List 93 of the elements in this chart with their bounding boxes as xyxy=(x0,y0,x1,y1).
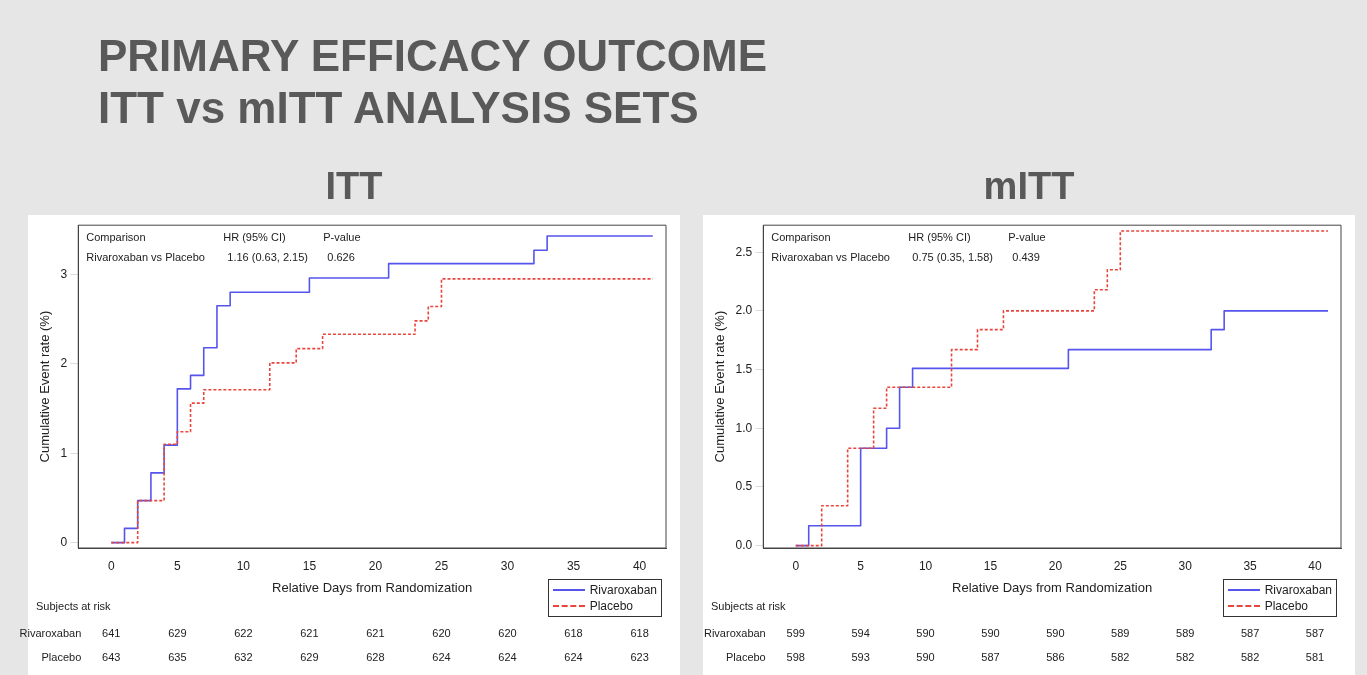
text: Subjects at risk xyxy=(36,600,111,612)
annotation: Comparison xyxy=(771,231,831,244)
x-tick-label: 0 xyxy=(107,558,115,573)
text: 624 xyxy=(563,651,584,663)
x-tick-label: 40 xyxy=(632,558,647,573)
annotation: 0.75 (0.35, 1.58) xyxy=(912,251,994,264)
text: 624 xyxy=(431,651,452,663)
text: 586 xyxy=(1045,651,1066,663)
text: Placebo xyxy=(41,651,82,663)
text: 590 xyxy=(980,627,1001,639)
legend-label: Placebo xyxy=(589,599,633,613)
text: 628 xyxy=(365,651,386,663)
text: Rivaroxaban xyxy=(19,627,82,639)
annotation: P-value xyxy=(1008,231,1046,244)
x-tick-label: 15 xyxy=(983,558,998,573)
text: 629 xyxy=(167,627,188,639)
text: 582 xyxy=(1110,651,1131,663)
y-tick-label: 1.0 xyxy=(735,420,753,435)
annotation: Rivaroxaban vs Placebo xyxy=(771,251,890,264)
legend-label: Rivaroxaban xyxy=(589,583,657,597)
x-tick-label: 20 xyxy=(368,558,383,573)
text: 593 xyxy=(850,651,871,663)
text: 618 xyxy=(629,627,650,639)
y-tick-label: 1 xyxy=(60,445,68,460)
legend-label: Placebo xyxy=(1264,599,1308,613)
annotation: HR (95% CI) xyxy=(223,231,286,244)
text: 643 xyxy=(101,651,122,663)
x-tick-label: 30 xyxy=(1178,558,1193,573)
y-axis-title: Cumulative Event rate (%) xyxy=(712,310,728,463)
annotation: 1.16 (0.63, 2.15) xyxy=(227,251,308,264)
text: 598 xyxy=(785,651,806,663)
x-tick-label: 40 xyxy=(1308,558,1323,573)
x-tick-label: 25 xyxy=(1113,558,1128,573)
text: 620 xyxy=(431,627,452,639)
text: 582 xyxy=(1239,651,1261,663)
y-tick-label: 1.5 xyxy=(735,361,753,376)
text: 589 xyxy=(1110,627,1131,639)
text: 590 xyxy=(1045,627,1066,639)
text: 587 xyxy=(980,651,1001,663)
x-tick-label: 15 xyxy=(302,558,317,573)
text: 635 xyxy=(167,651,188,663)
text: 590 xyxy=(915,651,936,663)
x-axis-title: Relative Days from Randomization xyxy=(272,579,473,595)
text: 621 xyxy=(365,627,386,639)
annotation: P-value xyxy=(323,231,361,244)
x-tick-label: 35 xyxy=(566,558,581,573)
x-tick-label: 25 xyxy=(434,558,449,573)
text: 599 xyxy=(785,627,806,639)
text: 623 xyxy=(629,651,650,663)
text: 621 xyxy=(299,627,320,639)
text: 629 xyxy=(299,651,320,663)
annotation: 0.626 xyxy=(327,251,355,264)
text: 589 xyxy=(1175,627,1196,639)
annotation: 0.439 xyxy=(1012,251,1040,264)
text: Subjects at risk xyxy=(711,600,786,612)
y-tick-label: 2 xyxy=(60,356,68,371)
text: 622 xyxy=(233,627,254,639)
text: Placebo xyxy=(725,651,766,663)
text: 624 xyxy=(497,651,518,663)
annotation: Comparison xyxy=(86,231,146,244)
y-tick-label: 2.5 xyxy=(735,244,753,259)
text: 582 xyxy=(1175,651,1196,663)
text: 587 xyxy=(1304,627,1326,639)
y-axis-title: Cumulative Event rate (%) xyxy=(37,310,53,463)
x-tick-label: 10 xyxy=(236,558,251,573)
chart-subtitle: PRIMARY EFFICACY OUTCOME ITT vs mITT ANALYSIS SETS xyxy=(98,30,768,134)
text: 590 xyxy=(915,627,936,639)
text: 594 xyxy=(850,627,871,639)
text: Rivaroxaban xyxy=(703,627,766,639)
y-tick-label: 0 xyxy=(60,534,68,549)
text: 620 xyxy=(497,627,518,639)
x-tick-label: 35 xyxy=(1243,558,1258,573)
x-tick-label: 10 xyxy=(918,558,933,573)
x-tick-label: 30 xyxy=(500,558,515,573)
text: 581 xyxy=(1304,651,1326,663)
legend-label: Rivaroxaban xyxy=(1264,583,1332,597)
x-tick-label: 5 xyxy=(173,558,181,573)
y-tick-label: 2.0 xyxy=(735,303,753,318)
x-tick-label: 20 xyxy=(1048,558,1063,573)
text: 641 xyxy=(101,627,122,639)
annotation: Rivaroxaban vs Placebo xyxy=(86,251,205,264)
x-tick-label: 5 xyxy=(857,558,865,573)
text: 587 xyxy=(1239,627,1261,639)
y-tick-label: 0.5 xyxy=(735,479,753,494)
text: 618 xyxy=(563,627,584,639)
x-axis-title: Relative Days from Randomization xyxy=(952,579,1153,595)
y-tick-label: 3 xyxy=(60,266,68,281)
text: 632 xyxy=(233,651,254,663)
annotation: HR (95% CI) xyxy=(908,231,971,244)
chart-title: ITT xyxy=(324,165,384,208)
x-tick-label: 0 xyxy=(792,558,800,573)
y-tick-label: 0.0 xyxy=(735,537,753,552)
chart-title: mITT xyxy=(982,165,1076,208)
